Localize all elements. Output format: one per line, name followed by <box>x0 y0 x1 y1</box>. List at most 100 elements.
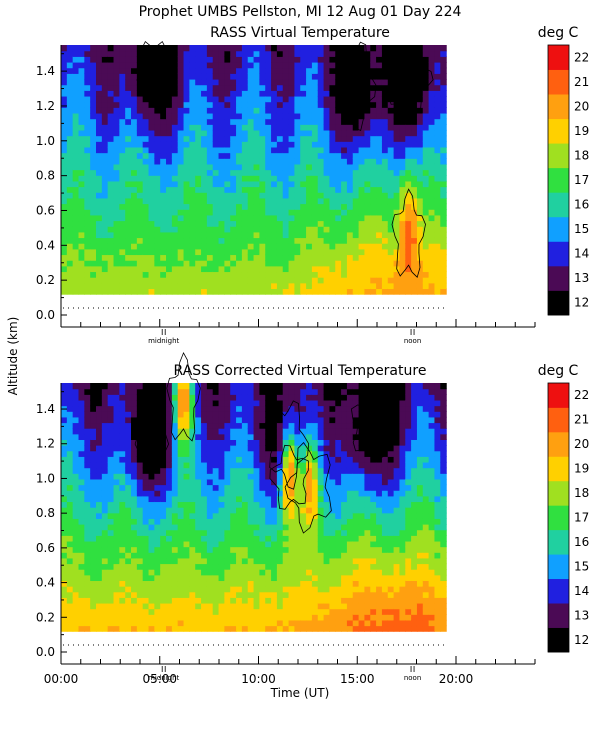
field-cell <box>259 78 266 86</box>
field-cell <box>136 95 144 103</box>
field-cell <box>364 180 371 188</box>
field-cell <box>154 265 161 273</box>
field-cell <box>259 231 266 239</box>
field-cell <box>317 288 325 295</box>
field-cell <box>90 416 97 424</box>
field-cell <box>119 265 126 273</box>
field-cell <box>276 405 284 412</box>
field-cell <box>142 495 150 503</box>
field-cell <box>276 614 284 621</box>
field-cell <box>259 411 266 418</box>
field-cell <box>136 129 144 137</box>
field-cell <box>72 540 80 548</box>
field-cell <box>247 175 255 182</box>
field-cell <box>142 422 150 429</box>
field-cell <box>335 192 342 199</box>
field-cell <box>218 490 225 497</box>
field-cell <box>411 203 418 210</box>
field-cell <box>84 411 91 418</box>
field-cell <box>399 248 406 256</box>
field-cell <box>201 563 208 570</box>
field-cell <box>61 388 68 395</box>
field-cell <box>61 540 68 548</box>
field-cell <box>212 226 220 233</box>
field-cell <box>393 73 401 80</box>
field-cell <box>288 586 296 593</box>
field-cell <box>90 405 97 412</box>
colorbar-swatch <box>548 192 569 218</box>
field-cell <box>300 214 307 222</box>
field-cell <box>113 383 120 390</box>
field-cell <box>259 512 266 519</box>
field-cell <box>247 473 255 480</box>
field-cell <box>171 163 179 171</box>
field-cell <box>66 411 74 418</box>
field-cell <box>358 186 366 193</box>
field-cell <box>206 101 214 108</box>
field-cell <box>84 552 91 559</box>
field-cell <box>96 445 103 452</box>
field-cell <box>183 540 190 548</box>
field-cell <box>236 512 243 519</box>
field-cell <box>66 180 74 188</box>
colorbar-tick-label: 18 <box>574 148 589 162</box>
field-cell <box>206 597 214 604</box>
field-cell <box>317 56 325 63</box>
field-cell <box>201 405 208 412</box>
field-cell <box>276 433 284 440</box>
field-cell <box>136 619 144 627</box>
field-cell <box>311 141 319 148</box>
field-cell <box>434 254 441 261</box>
field-cell <box>195 411 202 418</box>
field-cell <box>148 56 155 63</box>
field-cell <box>171 95 179 103</box>
field-cell <box>399 95 406 103</box>
field-cell <box>113 180 120 188</box>
field-cell <box>177 186 185 193</box>
field-cell <box>90 586 97 593</box>
field-cell <box>247 625 255 632</box>
field-cell <box>346 112 354 120</box>
field-cell <box>177 288 185 295</box>
field-cell <box>335 158 342 165</box>
field-cell <box>230 467 237 474</box>
marker-label: midnight <box>148 337 179 345</box>
field-cell <box>265 563 272 570</box>
field-cell <box>195 614 202 621</box>
field-cell <box>61 45 68 52</box>
field-cell <box>201 277 208 284</box>
field-cell <box>276 501 284 508</box>
field-cell <box>422 50 430 57</box>
field-cell <box>72 277 80 284</box>
field-cell <box>61 602 68 610</box>
field-cell <box>259 158 266 165</box>
field-cell <box>422 112 430 120</box>
field-cell <box>230 265 237 273</box>
field-cell <box>90 260 97 267</box>
field-cell <box>294 512 301 519</box>
field-cell <box>224 277 231 284</box>
field-cell <box>236 265 243 273</box>
field-cell <box>101 433 109 440</box>
field-cell <box>61 569 68 576</box>
field-cell <box>276 129 284 137</box>
field-cell <box>236 78 243 86</box>
field-cell <box>288 129 296 137</box>
field-cell <box>352 226 360 233</box>
field-cell <box>107 90 115 97</box>
field-cell <box>241 546 249 553</box>
field-cell <box>294 524 301 531</box>
field-cell <box>259 50 266 57</box>
field-cell <box>271 394 278 401</box>
field-cell <box>131 152 138 159</box>
field-cell <box>317 67 325 74</box>
field-cell <box>125 107 132 114</box>
field-cell <box>224 540 231 548</box>
field-cell <box>323 557 331 565</box>
field-cell <box>271 169 278 176</box>
field-cell <box>61 456 68 463</box>
field-cell <box>265 231 272 239</box>
field-cell <box>218 602 225 610</box>
field-cell <box>271 254 278 261</box>
field-cell <box>183 56 190 63</box>
